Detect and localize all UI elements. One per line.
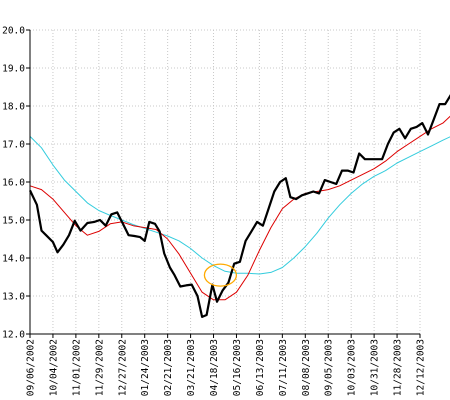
x-tick-label: 10/03/2003 [347,339,358,396]
x-tick-label: 06/13/2003 [255,339,266,396]
y-tick-label: 12.0 [2,330,25,341]
x-tick-label: 09/06/2002 [26,339,37,396]
x-tick-label: 01/24/2003 [140,339,151,396]
y-tick-label: 19.0 [2,64,25,75]
x-tick-label: 03/21/2003 [186,339,197,396]
y-tick-label: 18.0 [2,102,25,113]
series-line-short-ma [29,115,450,301]
x-tick-label: 02/21/2003 [163,339,174,396]
highlight-ellipse [203,263,238,287]
x-tick-label: 05/16/2003 [232,339,243,396]
y-tick-label: 14.0 [2,254,25,265]
x-tick-label: 10/31/2003 [370,339,381,396]
y-tick-labels: 12.0 13.0 14.0 15.0 16.0 17.0 18.0 19.0 20.0 [2,26,30,341]
x-tick-label: 08/08/2003 [301,339,312,396]
y-tick-label: 17.0 [2,140,25,151]
series-line-price [29,94,450,318]
x-tick-label: 07/11/2003 [278,339,289,396]
x-tick-label: 11/01/2002 [71,339,82,396]
x-tick-label: 11/28/2003 [393,339,404,396]
y-tick-label: 20.0 [2,26,25,37]
x-tick-label: 12/27/2002 [117,339,128,396]
x-tick-label: 12/12/2003 [416,339,427,396]
y-tick-label: 16.0 [2,178,25,189]
y-tick-label: 13.0 [2,292,25,303]
x-tick-label: 04/18/2003 [209,339,220,396]
x-tick-labels: 09/06/2002 10/04/2002 11/01/2002 11/29/2002… [26,334,427,396]
x-tick-label: 11/29/2002 [94,339,105,396]
x-tick-label: 09/05/2003 [324,339,335,396]
series-line-long-ma [29,136,450,275]
annotation-group [203,263,238,287]
x-tick-label: 10/04/2002 [48,339,59,396]
y-tick-label: 15.0 [2,216,25,227]
series-lines [29,94,450,318]
